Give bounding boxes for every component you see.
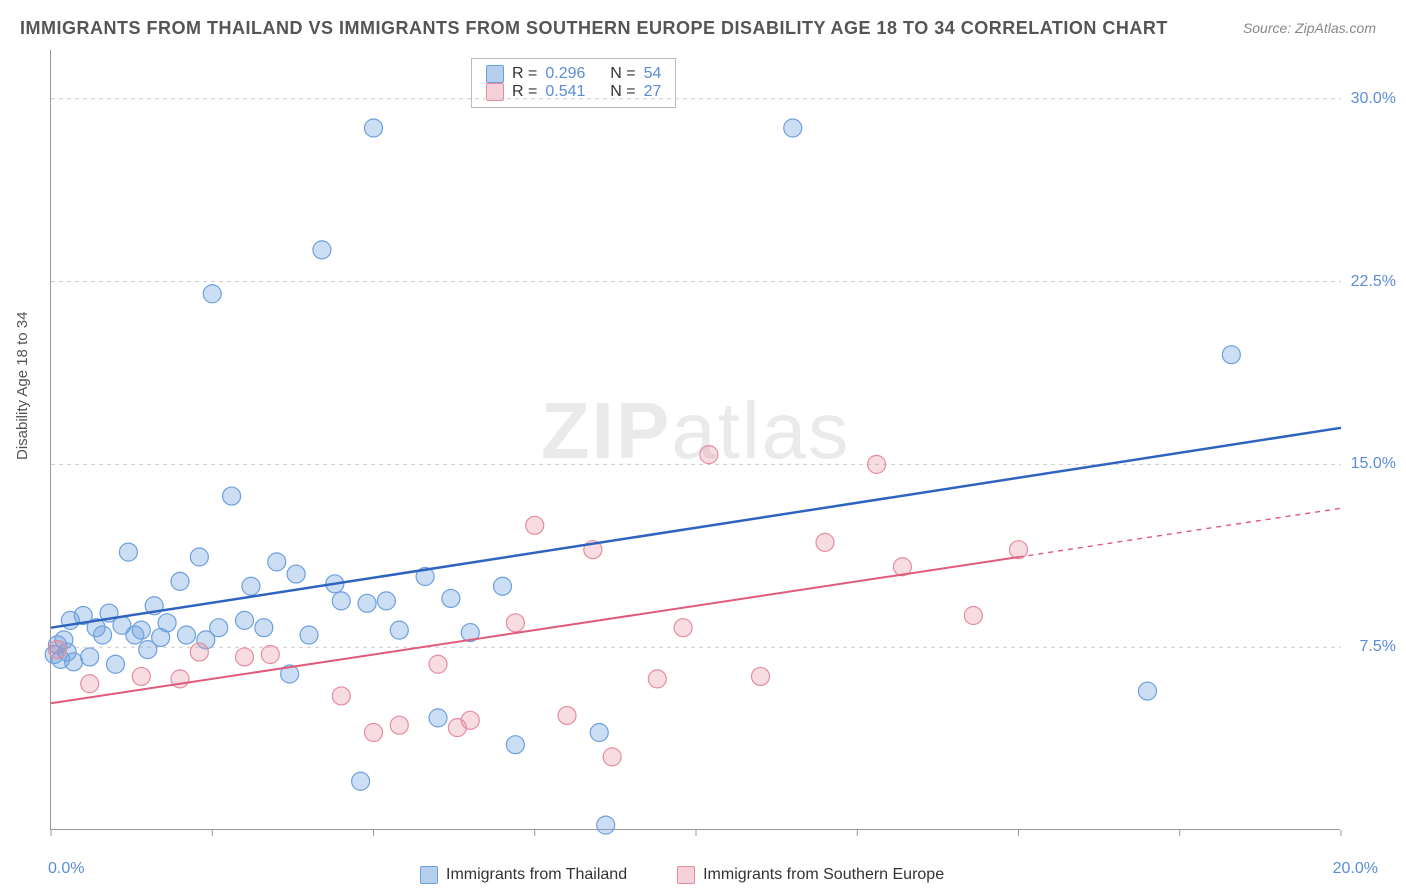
scatter-point: [648, 670, 666, 688]
scatter-point: [203, 285, 221, 303]
scatter-point: [752, 667, 770, 685]
scatter-point: [190, 643, 208, 661]
scatter-point: [190, 548, 208, 566]
scatter-point: [700, 446, 718, 464]
scatter-point: [1010, 541, 1028, 559]
scatter-point: [352, 772, 370, 790]
scatter-point: [590, 724, 608, 742]
scatter-point: [177, 626, 195, 644]
scatter-point: [300, 626, 318, 644]
regression-line: [51, 428, 1341, 628]
scatter-point: [268, 553, 286, 571]
scatter-point: [236, 611, 254, 629]
scatter-point: [506, 614, 524, 632]
scatter-point: [816, 533, 834, 551]
regression-line-extrapolated: [1019, 508, 1342, 557]
scatter-point: [429, 709, 447, 727]
legend-swatch: [420, 866, 438, 884]
source-attribution: Source: ZipAtlas.com: [1243, 20, 1376, 36]
scatter-point: [526, 516, 544, 534]
scatter-point: [365, 119, 383, 137]
scatter-point: [81, 675, 99, 693]
scatter-point: [132, 621, 150, 639]
chart-svg: [51, 50, 1340, 829]
scatter-point: [332, 687, 350, 705]
scatter-point: [48, 641, 66, 659]
scatter-point: [358, 594, 376, 612]
scatter-point: [158, 614, 176, 632]
x-axis-min-label: 0.0%: [48, 860, 84, 878]
scatter-point: [94, 626, 112, 644]
plot-area: ZIPatlas R = 0.296 N = 54 R = 0.541 N = …: [50, 50, 1340, 830]
chart-title: IMMIGRANTS FROM THAILAND VS IMMIGRANTS F…: [20, 18, 1168, 39]
scatter-point: [255, 619, 273, 637]
legend-series-label: Immigrants from Thailand: [446, 866, 627, 884]
legend-series-item: Immigrants from Thailand: [420, 866, 627, 884]
scatter-point: [365, 724, 383, 742]
scatter-point: [287, 565, 305, 583]
y-tick-label: 15.0%: [1351, 455, 1396, 473]
scatter-point: [313, 241, 331, 259]
scatter-point: [210, 619, 228, 637]
scatter-point: [107, 655, 125, 673]
scatter-point: [132, 667, 150, 685]
legend-series: Immigrants from Thailand Immigrants from…: [420, 866, 944, 884]
y-axis-label: Disability Age 18 to 34: [14, 312, 31, 460]
scatter-point: [236, 648, 254, 666]
legend-swatch: [677, 866, 695, 884]
scatter-point: [597, 816, 615, 834]
y-tick-label: 7.5%: [1360, 638, 1396, 656]
scatter-point: [390, 621, 408, 639]
scatter-point: [429, 655, 447, 673]
scatter-point: [461, 711, 479, 729]
scatter-point: [558, 706, 576, 724]
scatter-point: [674, 619, 692, 637]
legend-series-label: Immigrants from Southern Europe: [703, 866, 944, 884]
scatter-point: [442, 589, 460, 607]
scatter-point: [1222, 346, 1240, 364]
scatter-point: [784, 119, 802, 137]
legend-series-item: Immigrants from Southern Europe: [677, 866, 944, 884]
scatter-point: [1139, 682, 1157, 700]
scatter-point: [223, 487, 241, 505]
scatter-point: [332, 592, 350, 610]
scatter-point: [964, 607, 982, 625]
scatter-point: [603, 748, 621, 766]
y-tick-label: 22.5%: [1351, 273, 1396, 291]
scatter-point: [65, 653, 83, 671]
scatter-point: [242, 577, 260, 595]
x-axis-max-label: 20.0%: [1333, 860, 1378, 878]
scatter-point: [119, 543, 137, 561]
scatter-point: [261, 646, 279, 664]
regression-line: [51, 557, 1019, 703]
scatter-point: [868, 455, 886, 473]
scatter-point: [171, 572, 189, 590]
scatter-point: [390, 716, 408, 734]
y-tick-label: 30.0%: [1351, 90, 1396, 108]
scatter-point: [81, 648, 99, 666]
scatter-point: [377, 592, 395, 610]
scatter-point: [494, 577, 512, 595]
scatter-point: [506, 736, 524, 754]
